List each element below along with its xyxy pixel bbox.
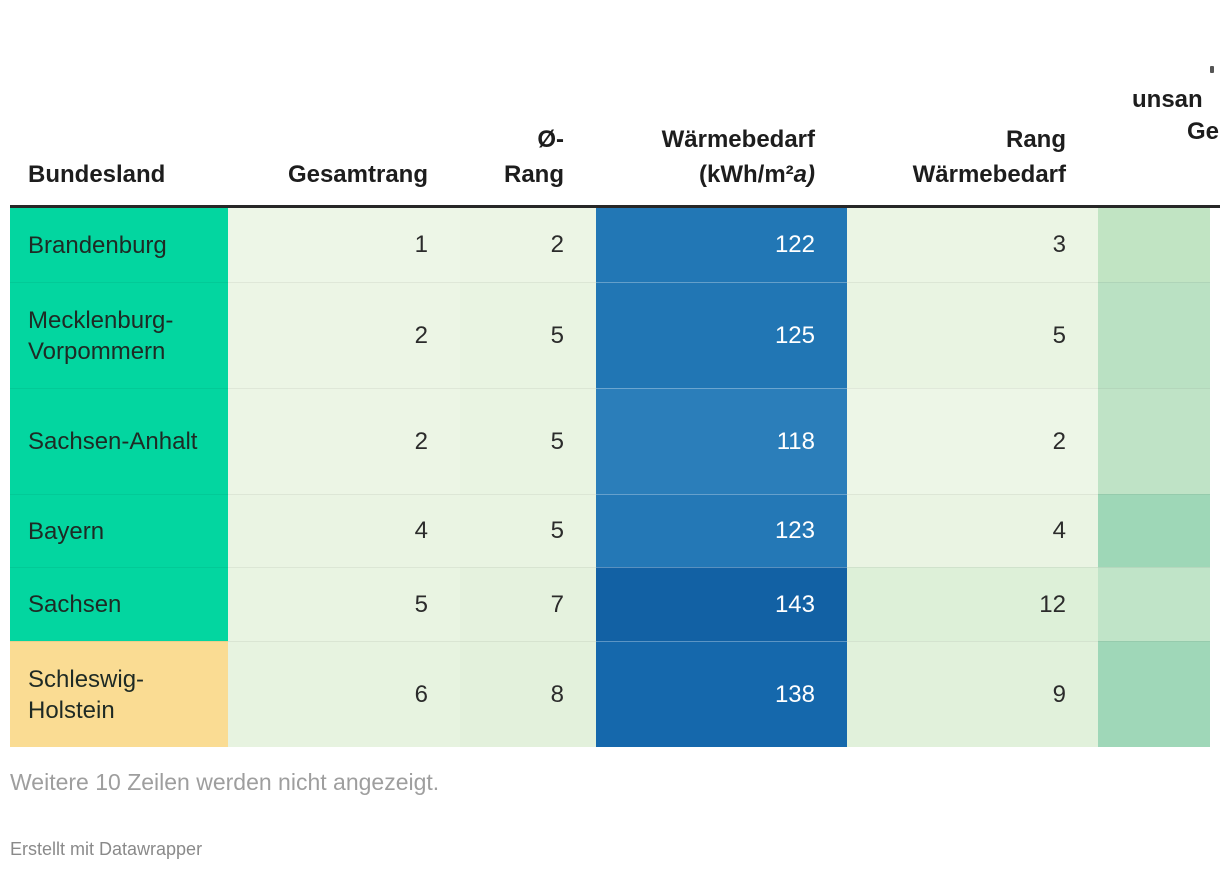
table-cell-gesamtrang: 1 [228,208,460,282]
table-cell-clipped-column [1098,641,1210,747]
table-cell-avg-rang: 5 [460,388,596,494]
table-cell-rang-waermebedarf: 2 [847,388,1098,494]
table-cell-waermebedarf: 143 [596,567,847,641]
column-header-clipped [1098,0,1210,208]
column-header-waermebedarf: Wärmebedarf (kWh/m²a) [596,0,847,208]
table-cell-rang-waermebedarf: 9 [847,641,1098,747]
column-header-gesamtrang: Gesamtrang [228,0,460,208]
table-cell-waermebedarf: 118 [596,388,847,494]
column-header-bundesland: Bundesland [10,0,228,208]
column-header-avg-rang: Ø- Rang [460,0,596,208]
table-cell-rang-waermebedarf: 4 [847,494,1098,567]
clipped-column-header-line1: unsan [1132,86,1203,113]
table-cell-avg-rang: 5 [460,494,596,567]
table-cell-rang-waermebedarf: 3 [847,208,1098,282]
column-header-rang-waermebedarf: Rang Wärmebedarf [847,0,1098,208]
table-cell-clipped-column [1098,494,1210,567]
table-cell-clipped-column [1098,567,1210,641]
table-cell-gesamtrang: 5 [228,567,460,641]
datawrapper-attribution-link[interactable]: Erstellt mit Datawrapper [10,839,203,859]
table-cell-avg-rang: 5 [460,282,596,388]
table-cell-gesamtrang: 6 [228,641,460,747]
clipped-column-header-line2: Gel [1187,118,1220,145]
table-cell-gesamtrang: 4 [228,494,460,567]
table-cell-clipped-column [1098,282,1210,388]
table-cell-gesamtrang: 2 [228,282,460,388]
table-cell-waermebedarf: 122 [596,208,847,282]
table-cell-waermebedarf: 123 [596,494,847,567]
table-cell-waermebedarf: 138 [596,641,847,747]
table-row-name: Brandenburg [10,208,228,282]
table-cell-avg-rang: 7 [460,567,596,641]
table-row-name: Schleswig-Holstein [10,641,228,747]
hidden-rows-note: Weitere 10 Zeilen werden nicht angezeigt… [10,769,440,795]
table-row-name: Bayern [10,494,228,567]
table: Bundesland Gesamtrang Ø- Rang Wärmebedar… [10,0,1210,747]
table-cell-clipped-column [1098,208,1210,282]
table-cell-rang-waermebedarf: 12 [847,567,1098,641]
table-cell-waermebedarf: 125 [596,282,847,388]
table-row-name: Mecklenburg-Vorpommern [10,282,228,388]
clipped-column-header-fragment [1210,66,1214,73]
table-cell-avg-rang: 2 [460,208,596,282]
table-cell-clipped-column [1098,388,1210,494]
table-row-name: Sachsen [10,567,228,641]
table-row-name: Sachsen-Anhalt [10,388,228,494]
header-divider [10,205,1220,208]
table-cell-avg-rang: 8 [460,641,596,747]
table-cell-rang-waermebedarf: 5 [847,282,1098,388]
table-cell-gesamtrang: 2 [228,388,460,494]
